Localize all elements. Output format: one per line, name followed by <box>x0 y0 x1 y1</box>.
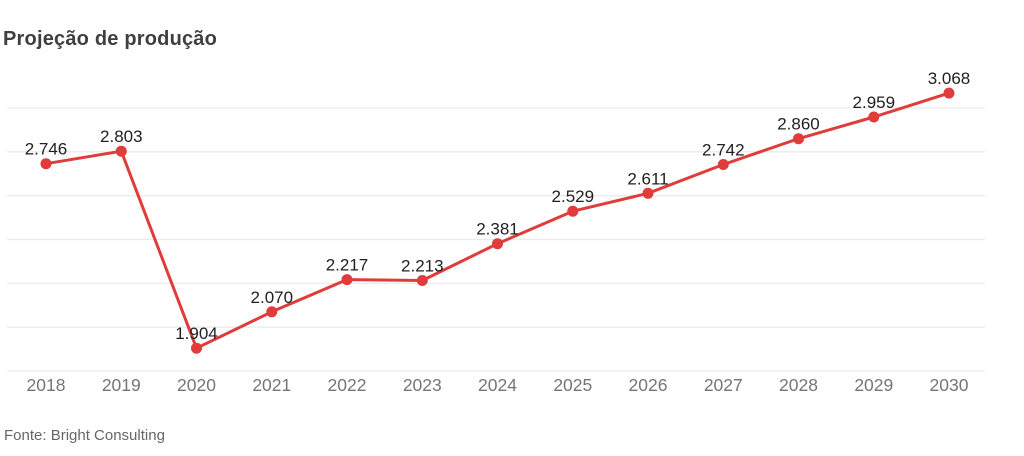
x-axis-tick-label: 2019 <box>102 375 141 395</box>
data-point <box>40 158 52 170</box>
data-point-label: 2.381 <box>476 220 519 239</box>
source-note: Fonte: Bright Consulting <box>4 427 165 444</box>
x-axis-tick-label: 2018 <box>27 375 66 395</box>
data-point <box>416 275 428 286</box>
x-axis-tick-label: 2024 <box>478 375 517 395</box>
data-point-label: 3.068 <box>928 69 971 88</box>
data-point <box>492 238 503 250</box>
data-point <box>793 133 804 145</box>
x-axis-tick-label: 2021 <box>252 375 291 395</box>
data-point-label: 2.529 <box>552 187 595 206</box>
data-point-label: 1.904 <box>175 324 218 343</box>
x-axis-tick-label: 2020 <box>177 375 216 395</box>
data-point-label: 2.217 <box>326 256 369 275</box>
data-point-label: 2.959 <box>853 93 896 112</box>
x-axis-tick-label: 2030 <box>930 375 969 395</box>
data-point <box>642 187 654 199</box>
data-point-label: 2.860 <box>777 115 820 134</box>
x-axis-tick-label: 2027 <box>704 375 743 395</box>
data-point-label: 2.746 <box>25 140 68 159</box>
data-point <box>868 111 880 123</box>
data-point-label: 2.070 <box>251 288 294 307</box>
x-axis-tick-label: 2028 <box>779 375 818 395</box>
data-point <box>341 274 353 286</box>
x-axis-tick-label: 2022 <box>328 375 367 395</box>
data-point-label: 2.742 <box>702 141 745 160</box>
x-axis-tick-label: 2029 <box>854 375 893 395</box>
x-axis-tick-label: 2026 <box>629 375 668 395</box>
data-point-label: 2.213 <box>401 257 444 276</box>
x-axis-tick-label: 2023 <box>403 375 442 395</box>
data-point-label: 2.803 <box>100 127 143 146</box>
data-point <box>115 145 127 157</box>
data-point-label: 2.611 <box>627 169 668 188</box>
data-point <box>266 306 278 318</box>
x-axis-tick-label: 2025 <box>553 375 592 395</box>
data-point <box>567 205 579 217</box>
data-point <box>717 159 729 170</box>
data-point <box>191 342 202 354</box>
data-point <box>943 87 955 99</box>
chart-title: Projeção de produção <box>3 28 218 50</box>
